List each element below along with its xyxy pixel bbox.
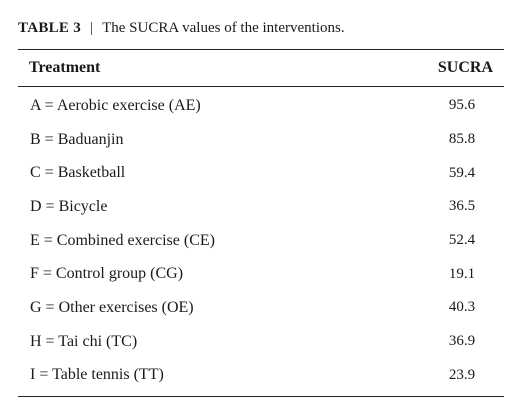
treatment-cell: F = Control group (CG) <box>30 265 184 283</box>
table-caption: TABLE 3 | The SUCRA values of the interven… <box>18 20 345 37</box>
table-header-rule <box>18 86 504 87</box>
table-row: G = Other exercises (OE) 40.3 <box>18 291 504 325</box>
sucra-cell: 95.6 <box>448 97 476 114</box>
sucra-cell: 40.3 <box>448 299 476 316</box>
treatment-cell: C = Basketball <box>30 164 126 182</box>
sucra-cell: 59.4 <box>448 164 476 181</box>
sucra-cell: 36.5 <box>448 198 476 215</box>
sucra-cell: 85.8 <box>448 131 476 148</box>
sucra-cell: 52.4 <box>448 232 476 249</box>
sucra-cell: 36.9 <box>448 333 476 350</box>
table-label: TABLE 3 <box>18 20 82 36</box>
treatment-cell: H = Tai chi (TC) <box>30 332 138 350</box>
header-sucra: SUCRA <box>437 59 493 76</box>
table-body: A = Aerobic exercise (AE) 95.6 B = Badua… <box>18 87 504 396</box>
table-bottom-rule <box>18 396 504 398</box>
treatment-cell: G = Other exercises (OE) <box>30 298 194 316</box>
table-top-rule <box>18 49 504 50</box>
table-row: A = Aerobic exercise (AE) 95.6 <box>18 89 504 123</box>
table-row: B = Baduanjin 85.8 <box>18 123 504 157</box>
table-row: C = Basketball 59.4 <box>18 156 504 190</box>
treatment-cell: B = Baduanjin <box>30 130 124 148</box>
treatment-cell: I = Table tennis (TT) <box>30 366 164 384</box>
table-row: E = Combined exercise (CE) 52.4 <box>18 224 504 258</box>
treatment-cell: D = Bicycle <box>30 197 108 215</box>
table-row: I = Table tennis (TT) 23.9 <box>18 359 504 393</box>
sucra-cell: 19.1 <box>448 265 476 282</box>
sucra-table: Treatment SUCRA A = Aerobic exercise (AE… <box>18 49 504 398</box>
treatment-cell: E = Combined exercise (CE) <box>30 231 215 249</box>
caption-text: The SUCRA values of the interventions. <box>102 20 345 36</box>
table-row: F = Control group (CG) 19.1 <box>18 257 504 291</box>
table-row: H = Tai chi (TC) 36.9 <box>18 325 504 359</box>
sucra-cell: 23.9 <box>448 366 476 383</box>
header-treatment: Treatment <box>29 59 101 76</box>
treatment-cell: A = Aerobic exercise (AE) <box>30 96 201 114</box>
table-header-row: Treatment SUCRA <box>18 50 504 86</box>
caption-separator: | <box>90 20 94 36</box>
table-row: D = Bicycle 36.5 <box>18 190 504 224</box>
